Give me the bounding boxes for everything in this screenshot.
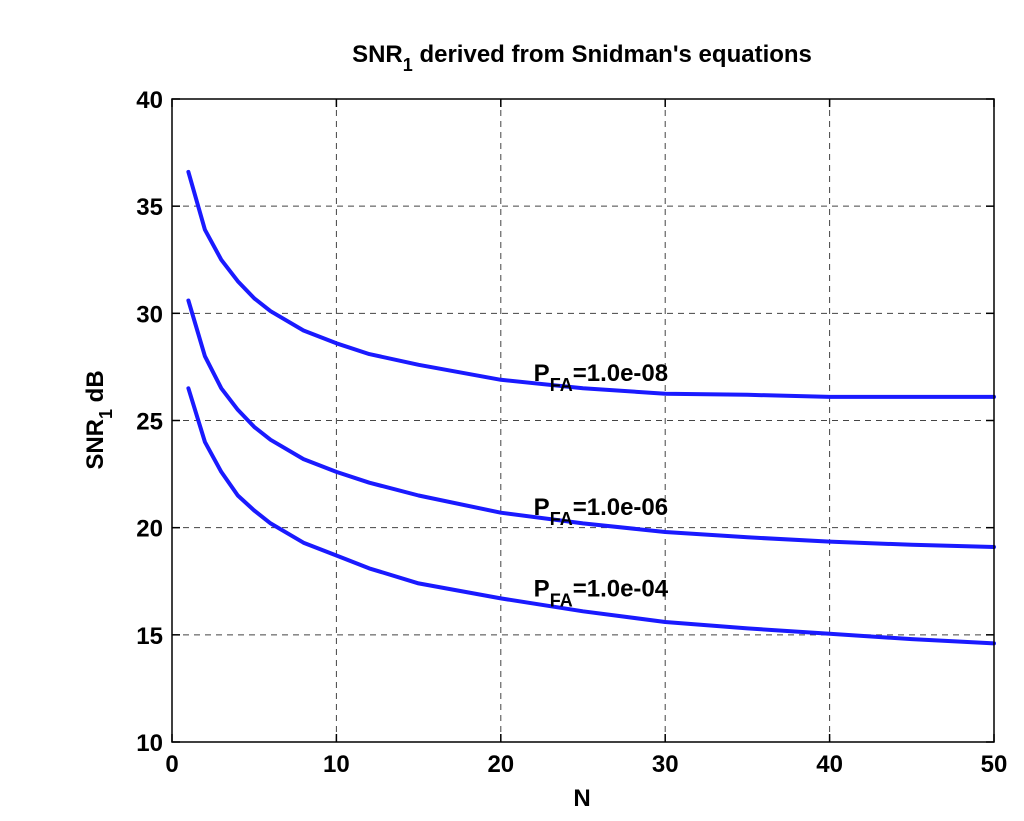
chart-title: SNR1 derived from Snidman's equations: [352, 41, 812, 75]
y-tick-label: 30: [136, 301, 163, 328]
y-tick-label: 10: [136, 730, 163, 757]
series-line-1: [186, 169, 996, 399]
series-label-2: PFA=1.0e-06: [534, 494, 668, 529]
series-annotations: PFA=1.0e-08 PFA=1.0e-06 PFA=1.0e-04: [534, 360, 669, 610]
chart-title-text: derived from Snidman's equations: [419, 41, 811, 68]
y-tick-label: 20: [136, 516, 163, 543]
x-tick-label: 40: [816, 751, 843, 778]
series-label-3: PFA=1.0e-04: [534, 575, 669, 610]
series-label-1: PFA=1.0e-08: [534, 360, 668, 395]
axis-ticks: [171, 98, 995, 743]
y-tick-label: 40: [136, 87, 163, 114]
y-axis-label-suffix: dB: [82, 370, 109, 409]
y-tick-label: 25: [136, 409, 163, 436]
y-tick-label: 35: [136, 194, 163, 221]
series-lines: [186, 169, 996, 646]
y-axis-label-prefix: SNR: [82, 419, 109, 470]
x-tick-label: 0: [165, 751, 178, 778]
series-line-2: [186, 298, 996, 549]
x-tick-label: 10: [323, 751, 350, 778]
series-line-3: [186, 386, 996, 646]
y-tick-label: 15: [136, 623, 163, 650]
y-axis-label: SNR1 dB: [82, 370, 116, 469]
x-tick-label: 30: [652, 751, 679, 778]
y-axis-label-subscript: 1: [96, 409, 116, 419]
x-tick-label: 50: [981, 751, 1008, 778]
x-tick-label: 20: [487, 751, 514, 778]
chart-title-prefix: SNR: [352, 41, 403, 68]
chart-title-subscript: 1: [403, 55, 413, 75]
x-axis-label: N: [573, 785, 590, 812]
